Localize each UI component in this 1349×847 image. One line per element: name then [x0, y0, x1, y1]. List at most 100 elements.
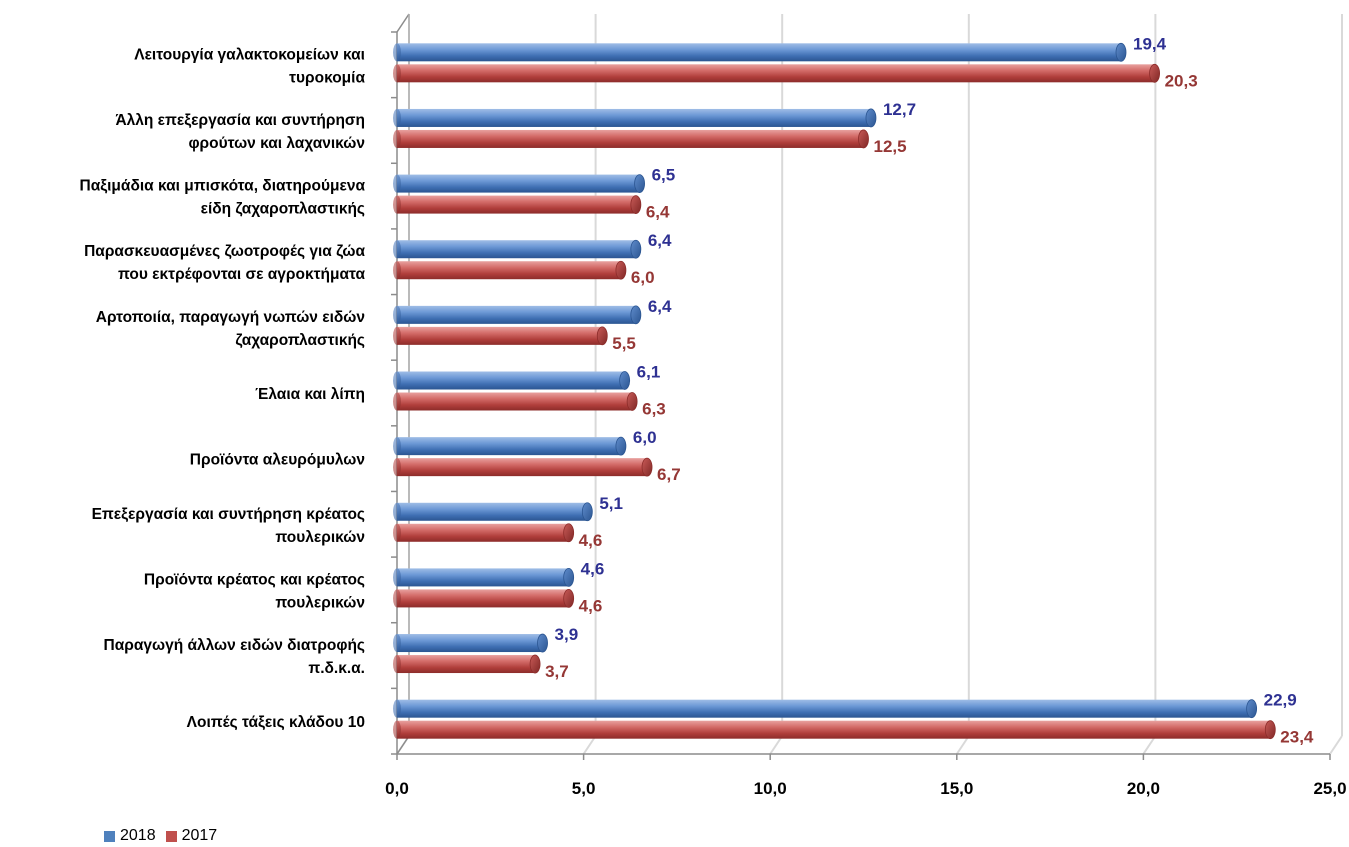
bar-2017	[393, 327, 607, 345]
bar-body	[397, 306, 636, 324]
bar-base	[393, 524, 401, 542]
bar-2018	[393, 43, 1126, 61]
bar-2017	[393, 655, 540, 673]
bar-base	[393, 458, 401, 476]
bar-2018	[393, 700, 1257, 718]
category-label: Αρτοποιία, παραγωγή νωπών ειδών	[96, 309, 365, 326]
bar-body	[397, 130, 864, 148]
bar-body	[397, 393, 632, 411]
category-label: Παραγωγή άλλων ειδών διατροφής	[104, 637, 365, 654]
bar-cap	[1150, 64, 1160, 82]
category-label: πουλερικών	[275, 594, 365, 611]
x-tick-label: 5,0	[572, 779, 596, 798]
bar-cap	[564, 524, 574, 542]
bar-body	[397, 64, 1155, 82]
floor-gridline	[584, 736, 596, 754]
bar-2018	[393, 109, 876, 127]
data-label-2017: 6,0	[631, 268, 655, 287]
bar-2017	[393, 261, 626, 279]
category-label: Παρασκευασμένες ζωοτροφές για ζώα	[84, 243, 365, 260]
bar-2017	[393, 393, 637, 411]
floor-gridline	[770, 736, 782, 754]
bar-body	[397, 568, 569, 586]
legend: 2018 2017	[104, 825, 227, 847]
bar-cap	[1265, 721, 1275, 739]
bar-base	[393, 700, 401, 718]
category-label: πουλερικών	[275, 529, 365, 546]
bar-cap	[631, 306, 641, 324]
bar-base	[393, 327, 401, 345]
bar-base	[393, 130, 401, 148]
bar-body	[397, 721, 1270, 739]
bar-cap	[564, 589, 574, 607]
bar-body	[397, 524, 569, 542]
bar-body	[397, 43, 1121, 61]
bar-body	[397, 655, 535, 673]
data-label-2017: 6,7	[657, 465, 681, 484]
category-label: φρούτων και λαχανικών	[188, 135, 365, 152]
category-label: Λοιπές τάξεις κλάδου 10	[187, 714, 365, 731]
legend-swatch-2018	[104, 831, 115, 842]
data-label-2018: 6,1	[637, 363, 661, 382]
bar-body	[397, 372, 625, 390]
bar-cap	[635, 175, 645, 193]
bar-cap	[1247, 700, 1257, 718]
bar-body	[397, 175, 640, 193]
bar-cap	[597, 327, 607, 345]
bar-base	[393, 196, 401, 214]
bar-cap	[1116, 43, 1126, 61]
bar-body	[397, 261, 621, 279]
bar-body	[397, 503, 587, 521]
bar-base	[393, 306, 401, 324]
bar-2018	[393, 175, 645, 193]
data-label-2017: 23,4	[1280, 728, 1314, 747]
legend-item-2017: 2017	[166, 827, 218, 845]
category-label: που εκτρέφονται σε αγροκτήματα	[118, 266, 366, 283]
bar-2017	[393, 721, 1275, 739]
bar-2018	[393, 634, 548, 652]
bar-base	[393, 655, 401, 673]
x-tick-label: 20,0	[1127, 779, 1160, 798]
x-tick-label: 0,0	[385, 779, 409, 798]
bar-cap	[582, 503, 592, 521]
bar-2018	[393, 240, 641, 258]
bar-body	[397, 109, 871, 127]
data-label-2017: 4,6	[579, 531, 603, 550]
bar-2017	[393, 130, 869, 148]
floor-edge	[397, 736, 409, 754]
bar-base	[393, 634, 401, 652]
bar-base	[393, 261, 401, 279]
floor-gridline	[957, 736, 969, 754]
category-label: είδη ζαχαροπλαστικής	[201, 201, 365, 218]
data-label-2018: 4,6	[581, 559, 605, 578]
bar-cap	[642, 458, 652, 476]
data-label-2018: 22,9	[1264, 691, 1297, 710]
bar-base	[393, 372, 401, 390]
bar-2018	[393, 437, 626, 455]
legend-swatch-2017	[166, 831, 177, 842]
bar-cap	[620, 372, 630, 390]
category-label: Προϊόντα κρέατος και κρέατος	[144, 571, 365, 588]
bar-body	[397, 700, 1252, 718]
legend-label-2017: 2017	[182, 827, 218, 845]
data-label-2018: 19,4	[1133, 34, 1167, 53]
bar-cap	[616, 261, 626, 279]
bar-base	[393, 240, 401, 258]
category-label: Άλλη επεξεργασία και συντήρηση	[115, 112, 365, 129]
bars	[393, 43, 1275, 738]
data-label-2018: 12,7	[883, 100, 916, 119]
category-label: Προϊόντα αλευρόμυλων	[190, 452, 365, 469]
category-label: τυροκομία	[289, 69, 365, 86]
legend-item-2018: 2018	[104, 827, 156, 845]
bar-base	[393, 568, 401, 586]
bar-body	[397, 634, 543, 652]
category-label: ζαχαροπλαστικής	[235, 332, 365, 349]
x-tick-label: 25,0	[1313, 779, 1346, 798]
data-label-2017: 3,7	[545, 662, 569, 681]
bar-body	[397, 240, 636, 258]
bar-cap	[627, 393, 637, 411]
bar-body	[397, 196, 636, 214]
bar-2018	[393, 372, 630, 390]
bar-body	[397, 458, 647, 476]
bar-cap	[866, 109, 876, 127]
